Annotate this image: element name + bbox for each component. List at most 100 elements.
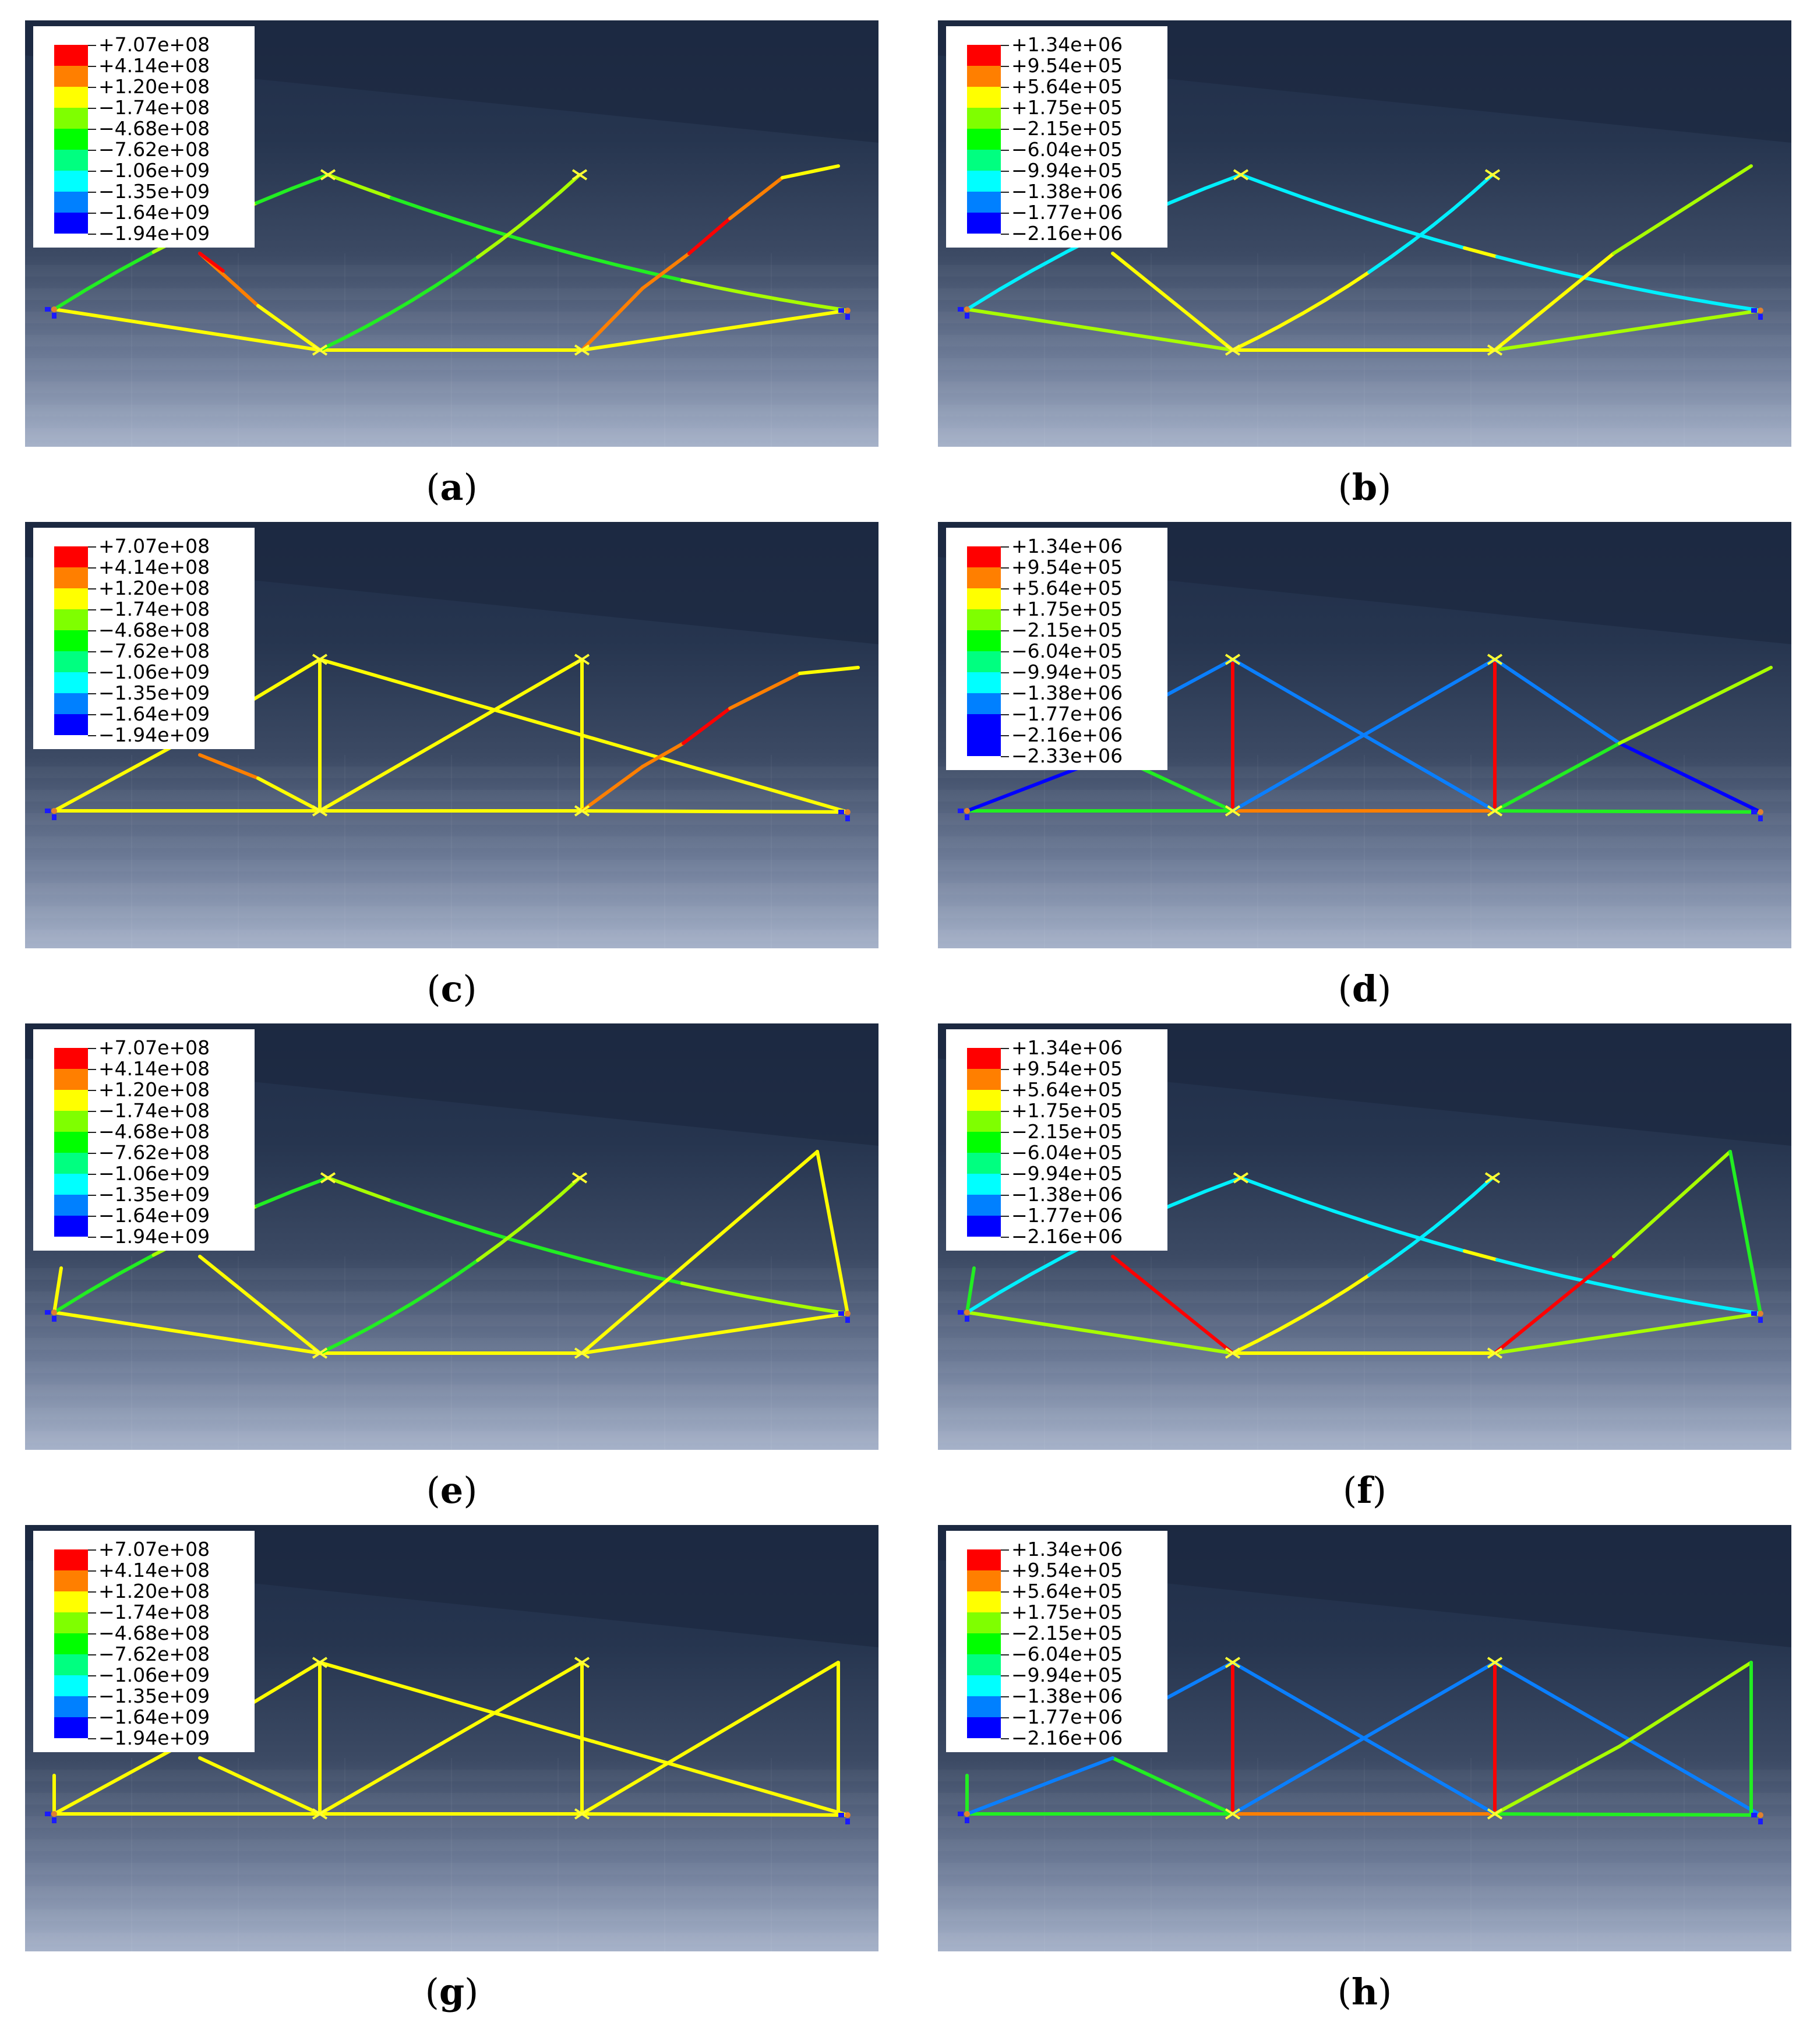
diagonal-member: [1659, 292, 1696, 302]
legend-entry: −4.68e+08: [33, 1121, 255, 1153]
legend-swatch: [967, 171, 1001, 192]
legend-entry: −2.33e+06: [946, 746, 1167, 767]
legend-swatch: [54, 1195, 88, 1216]
top-member: [1167, 186, 1207, 205]
legend-entry: −1.38e+06: [946, 1685, 1167, 1717]
legend-entry: −2.16e+06: [946, 725, 1167, 756]
legend-entry: +4.14e+08: [33, 1560, 255, 1591]
diagonal-member: [582, 255, 619, 267]
support-icon: [45, 1811, 57, 1823]
color-legend: +7.07e+08 +4.14e+08 +1.20e+08 −1.74e+08 −4.6…: [33, 528, 255, 749]
panel-h: +1.34e+06 +9.54e+05 +5.64e+05 +1.75e+05 −2.1…: [938, 1525, 1791, 1951]
diagonal-member: [410, 284, 436, 302]
legend-entry: −1.64e+09: [33, 1707, 255, 1738]
legend-label: +1.75e+05: [1011, 1601, 1123, 1623]
legend-swatch: [54, 192, 88, 213]
legend-swatch: [54, 1090, 88, 1111]
legend-entry: −1.94e+09: [33, 1728, 255, 1749]
legend-swatch: [967, 1216, 1001, 1237]
legend-swatch: [54, 1675, 88, 1696]
diagonal-member: [1302, 196, 1338, 211]
legend-entry: +1.20e+08: [33, 76, 255, 108]
diagonal-member: [746, 292, 783, 302]
legend-label: +7.07e+08: [98, 33, 210, 56]
legend-label: −9.94e+05: [1011, 661, 1123, 683]
legend-label: +5.64e+05: [1011, 1078, 1123, 1101]
legend-swatch: [54, 1591, 88, 1612]
legend-entry: +7.07e+08: [33, 1539, 255, 1570]
support-icon: [958, 1309, 970, 1322]
diagonal-member: [421, 1210, 457, 1224]
diagonal-member: [1239, 1176, 1275, 1192]
diagonal-member: [1345, 270, 1371, 288]
diagonal-member: [1626, 1288, 1663, 1299]
diagonal-member: [746, 1295, 783, 1305]
legend-entry: −4.68e+08: [33, 1623, 255, 1654]
legend-label: −1.38e+06: [1011, 1685, 1123, 1707]
diagonal-member: [1430, 207, 1455, 228]
diagonal-member: [1389, 240, 1414, 259]
diagonal-member: [421, 207, 457, 221]
diagonal-member: [1451, 190, 1475, 211]
legend-label: −9.94e+05: [1011, 159, 1123, 182]
caption-h: (h): [1337, 1971, 1392, 2013]
top-member: [1167, 1189, 1207, 1208]
support-icon: [838, 809, 851, 821]
diagonal-member: [497, 224, 521, 244]
diagonal-member: [1612, 164, 1753, 255]
diagonal-member: [779, 298, 816, 308]
node-marker: [1225, 344, 1241, 356]
legend-swatch: [967, 651, 1001, 672]
diagonal-member: [485, 1230, 521, 1244]
node-marker: [1487, 805, 1503, 817]
top-member: [255, 1189, 294, 1208]
diagonal-member: [781, 164, 840, 179]
legend-entry: +1.34e+06: [946, 33, 1167, 66]
panel-c: +7.07e+08 +4.14e+08 +1.20e+08 −1.74e+08 −4.6…: [25, 522, 878, 948]
legend-entry: −1.35e+09: [33, 1184, 255, 1216]
top-member: [965, 287, 1002, 311]
legend-label: −1.74e+08: [98, 1099, 210, 1122]
diagonal-member: [1278, 312, 1304, 329]
top-member: [118, 1253, 156, 1275]
diagonal-member: [798, 666, 860, 675]
diagonal-member: [1254, 1328, 1282, 1343]
top-member: [255, 186, 294, 205]
legend-swatch: [967, 45, 1001, 66]
top-member: [290, 1176, 330, 1194]
diagonal-member: [1692, 1301, 1729, 1311]
node-marker: [1225, 805, 1241, 817]
legend-swatch: [54, 630, 88, 651]
diagonal-member: [517, 237, 554, 250]
panel-a: +7.07e+08 +4.14e+08 +1.20e+08 −1.74e+08 −4.6…: [25, 20, 878, 447]
bottom-chord: [580, 309, 849, 352]
diagonal-member: [256, 304, 322, 352]
support-icon: [45, 306, 57, 319]
panel-f: +1.34e+06 +9.54e+05 +5.64e+05 +1.75e+05 −2.1…: [938, 1023, 1791, 1450]
legend-swatch: [967, 1570, 1001, 1591]
diagonal-member: [453, 1220, 489, 1234]
diagonal-member: [198, 252, 225, 273]
legend-entry: +5.64e+05: [946, 578, 1167, 609]
bottom-chord: [1493, 309, 1762, 352]
legend-swatch: [967, 1069, 1001, 1090]
top-member: [965, 1290, 1002, 1314]
legend-label: −1.74e+08: [98, 598, 210, 620]
legend-entry: −7.62e+08: [33, 139, 255, 171]
diagonal-member: [1560, 271, 1597, 282]
legend-label: −2.33e+06: [1011, 744, 1123, 767]
legend-entry: −1.06e+09: [33, 160, 255, 192]
diagonal-member: [517, 1210, 542, 1231]
diagonal-member: [580, 1150, 819, 1355]
diagonal-member: [1111, 1255, 1234, 1355]
legend-entry: +9.54e+05: [946, 557, 1167, 588]
legend-entry: +1.20e+08: [33, 578, 255, 609]
diagonal-member: [365, 312, 391, 329]
top-member: [1203, 1176, 1243, 1194]
color-legend: +7.07e+08 +4.14e+08 +1.20e+08 −1.74e+08 −4.6…: [33, 1531, 255, 1752]
support-icon: [958, 306, 970, 319]
legend-label: −1.74e+08: [98, 96, 210, 119]
legend-label: +1.34e+06: [1011, 33, 1123, 56]
legend-swatch: [967, 630, 1001, 651]
legend-entry: −6.04e+05: [946, 139, 1167, 171]
